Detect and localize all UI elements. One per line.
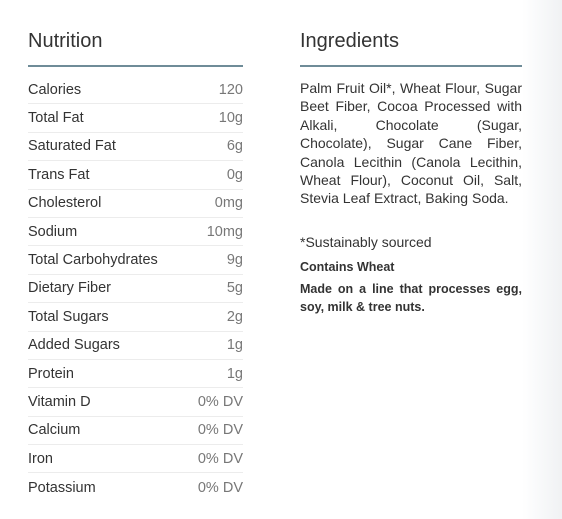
ingredients-note: *Sustainably sourced	[300, 234, 432, 250]
nutrition-row: Added Sugars 1g	[28, 332, 243, 360]
nutrient-name: Saturated Fat	[28, 138, 116, 155]
nutrition-row: Iron 0% DV	[28, 445, 243, 474]
nutrient-name: Sodium	[28, 223, 78, 240]
nutrient-amount: 0% DV	[197, 393, 243, 410]
nutrition-row: Total Fat 10g	[28, 104, 243, 133]
nutrition-row: Dietary Fiber 5g	[28, 275, 243, 304]
nutrition-title: Nutrition	[28, 30, 103, 52]
ingredients-text: Palm Fruit Oil*, Wheat Flour, Sugar Beet…	[300, 80, 522, 207]
nutrient-amount: 0% DV	[197, 479, 243, 496]
nutrient-amount: 1g	[226, 337, 243, 354]
nutrient-name: Trans Fat	[28, 166, 90, 183]
nutrient-amount: 0g	[226, 166, 243, 183]
nutrient-amount: 6g	[226, 138, 243, 155]
nutrient-amount: 10g	[218, 110, 243, 127]
nutrient-amount: 2g	[226, 308, 243, 325]
ingredients-title: Ingredients	[300, 30, 399, 52]
nutrient-amount: 0% DV	[197, 450, 243, 467]
nutrient-name: Potassium	[28, 479, 96, 496]
nutrient-amount: 0% DV	[197, 422, 243, 439]
facility-statement: Made on a line that processes egg, soy, …	[300, 282, 522, 314]
nutrition-row: Protein 1g	[28, 360, 243, 389]
nutrition-table: Calories 120 Total Fat 10g Saturated Fat 6g Tr…	[28, 76, 243, 502]
nutrient-name: Total Fat	[28, 110, 84, 127]
nutrient-name: Total Sugars	[28, 308, 109, 325]
nutrition-row: Potassium 0% DV	[28, 473, 243, 501]
nutrient-amount: 120	[218, 81, 243, 98]
nutrient-amount: 9g	[226, 252, 243, 269]
nutrient-name: Vitamin D	[28, 393, 91, 410]
nutrition-row: Calories 120	[28, 76, 243, 105]
nutrient-amount: 1g	[226, 365, 243, 382]
nutrient-name: Cholesterol	[28, 195, 102, 212]
nutrient-name: Iron	[28, 450, 53, 467]
ingredients-rule	[300, 65, 522, 67]
nutrient-amount: 10mg	[206, 223, 243, 240]
nutrient-name: Added Sugars	[28, 337, 120, 354]
nutrient-name: Protein	[28, 365, 74, 382]
nutrient-amount: 0mg	[214, 195, 243, 212]
nutrient-name: Dietary Fiber	[28, 280, 111, 297]
nutrition-row: Calcium 0% DV	[28, 417, 243, 446]
nutrient-amount: 5g	[226, 280, 243, 297]
nutrition-rule	[28, 65, 243, 67]
nutrition-row: Cholesterol 0mg	[28, 190, 243, 218]
nutrition-row: Total Carbohydrates 9g	[28, 246, 243, 275]
nutrition-row: Saturated Fat 6g	[28, 133, 243, 162]
nutrition-row: Trans Fat 0g	[28, 161, 243, 190]
edge-shade	[522, 0, 562, 519]
nutrient-name: Total Carbohydrates	[28, 252, 158, 269]
nutrition-row: Total Sugars 2g	[28, 303, 243, 332]
nutrient-name: Calories	[28, 81, 82, 98]
nutrient-name: Calcium	[28, 422, 81, 439]
nutrition-row: Sodium 10mg	[28, 218, 243, 247]
nutrition-row: Vitamin D 0% DV	[28, 388, 243, 417]
allergen-statement: Contains Wheat	[300, 260, 395, 274]
